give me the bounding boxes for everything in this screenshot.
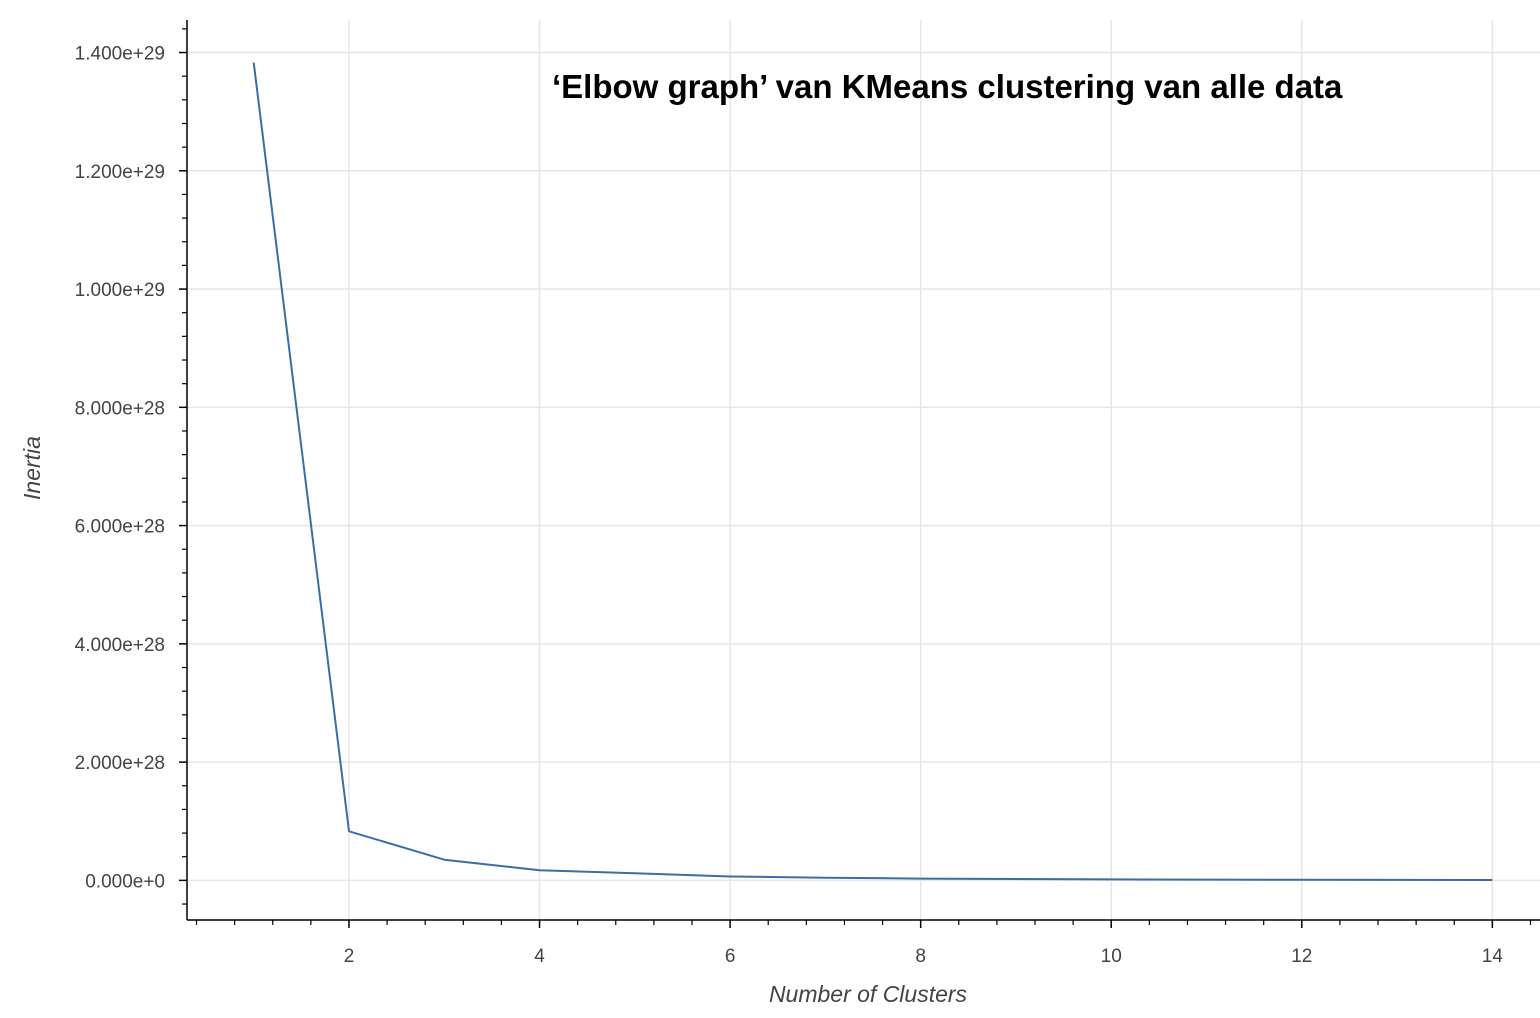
chart-title: ‘Elbow graph’ van KMeans clustering van … bbox=[552, 68, 1343, 105]
x-tick-label: 4 bbox=[534, 946, 545, 967]
y-axis-title: Inertia bbox=[19, 436, 45, 500]
x-axis-title: Number of Clusters bbox=[769, 981, 968, 1007]
y-tick-label: 1.400e+29 bbox=[75, 44, 165, 65]
y-tick-label: 8.000e+28 bbox=[75, 398, 165, 419]
y-tick-label: 6.000e+28 bbox=[75, 517, 165, 538]
x-tick-label: 12 bbox=[1291, 946, 1312, 967]
x-tick-label: 8 bbox=[915, 946, 926, 967]
x-tick-label: 2 bbox=[344, 946, 355, 967]
grid-lines bbox=[187, 20, 1540, 920]
x-tick-label: 6 bbox=[725, 946, 736, 967]
axis-ticks: 2 4 6 8 10 12 14 0.000e+0 2.000e+28 4.000e+28 6.00… bbox=[75, 28, 1532, 967]
x-tick-label: 14 bbox=[1482, 946, 1504, 967]
y-tick-label: 2.000e+28 bbox=[75, 753, 165, 774]
y-tick-label: 0.000e+0 bbox=[85, 871, 165, 892]
x-tick-label: 10 bbox=[1101, 946, 1122, 967]
series-line bbox=[252, 62, 1493, 881]
y-tick-label: 1.000e+29 bbox=[75, 280, 165, 301]
axes bbox=[186, 20, 1540, 921]
series-layer bbox=[252, 62, 1493, 881]
y-tick-label: 4.000e+28 bbox=[75, 635, 165, 656]
y-tick-label: 1.200e+29 bbox=[75, 162, 165, 183]
